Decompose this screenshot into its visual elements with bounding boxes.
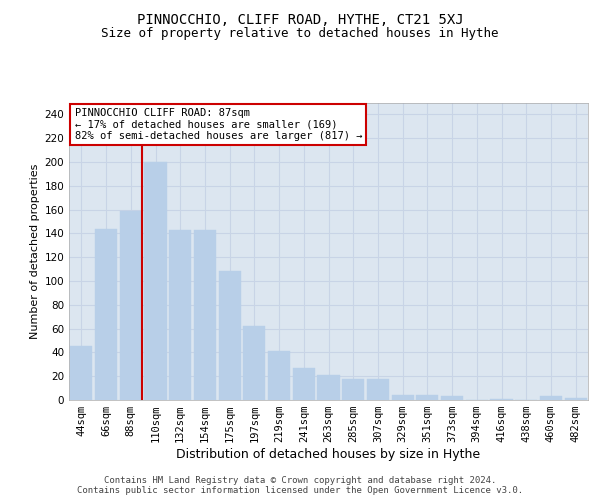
Bar: [490, 399, 512, 400]
Text: Size of property relative to detached houses in Hythe: Size of property relative to detached ho…: [101, 28, 499, 40]
Bar: [243, 326, 265, 400]
Bar: [70, 346, 92, 400]
Bar: [119, 211, 142, 400]
Bar: [169, 230, 191, 400]
Bar: [218, 272, 241, 400]
Bar: [317, 375, 340, 400]
Bar: [441, 396, 463, 400]
X-axis label: Distribution of detached houses by size in Hythe: Distribution of detached houses by size …: [176, 448, 481, 461]
Text: Contains HM Land Registry data © Crown copyright and database right 2024.
Contai: Contains HM Land Registry data © Crown c…: [77, 476, 523, 495]
Bar: [95, 228, 117, 400]
Bar: [342, 378, 364, 400]
Bar: [392, 395, 414, 400]
Bar: [540, 396, 562, 400]
Bar: [416, 395, 439, 400]
Bar: [293, 368, 315, 400]
Y-axis label: Number of detached properties: Number of detached properties: [30, 164, 40, 339]
Bar: [367, 378, 389, 400]
Bar: [194, 230, 216, 400]
Bar: [145, 162, 167, 400]
Text: PINNOCCHIO CLIFF ROAD: 87sqm
← 17% of detached houses are smaller (169)
82% of s: PINNOCCHIO CLIFF ROAD: 87sqm ← 17% of de…: [74, 108, 362, 142]
Bar: [565, 398, 587, 400]
Text: PINNOCCHIO, CLIFF ROAD, HYTHE, CT21 5XJ: PINNOCCHIO, CLIFF ROAD, HYTHE, CT21 5XJ: [137, 12, 463, 26]
Bar: [268, 351, 290, 400]
